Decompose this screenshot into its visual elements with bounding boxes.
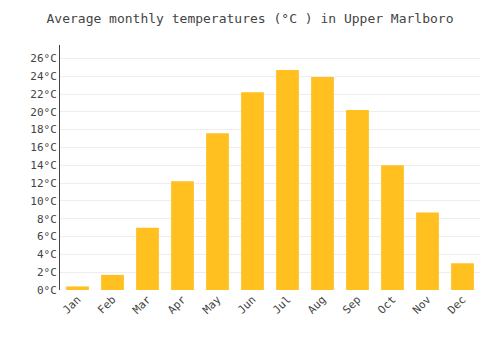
svg-text:Mar: Mar (130, 293, 154, 317)
svg-text:26°C: 26°C (30, 52, 57, 65)
svg-text:Nov: Nov (410, 293, 434, 317)
svg-text:8°C: 8°C (37, 213, 57, 226)
svg-text:Sep: Sep (340, 293, 363, 316)
svg-text:24°C: 24°C (30, 70, 57, 83)
svg-text:May: May (200, 293, 224, 317)
svg-text:Dec: Dec (445, 293, 468, 316)
svg-text:12°C: 12°C (30, 177, 57, 190)
svg-text:Oct: Oct (375, 293, 398, 316)
svg-text:6°C: 6°C (37, 230, 57, 243)
svg-text:Jul: Jul (270, 293, 293, 316)
svg-text:Average monthly temperatures (: Average monthly temperatures (°C ) in Up… (47, 11, 454, 26)
svg-text:14°C: 14°C (30, 159, 57, 172)
svg-text:Aug: Aug (305, 293, 328, 316)
svg-text:4°C: 4°C (37, 248, 57, 261)
svg-text:Jun: Jun (235, 293, 258, 316)
svg-text:Feb: Feb (95, 293, 118, 316)
svg-text:18°C: 18°C (30, 123, 57, 136)
svg-text:16°C: 16°C (30, 141, 57, 154)
svg-text:10°C: 10°C (30, 195, 57, 208)
svg-text:2°C: 2°C (37, 266, 57, 279)
svg-text:Jan: Jan (60, 293, 83, 316)
svg-text:20°C: 20°C (30, 106, 57, 119)
svg-text:Apr: Apr (165, 293, 189, 317)
svg-text:22°C: 22°C (30, 88, 57, 101)
svg-text:0°C: 0°C (37, 284, 57, 297)
